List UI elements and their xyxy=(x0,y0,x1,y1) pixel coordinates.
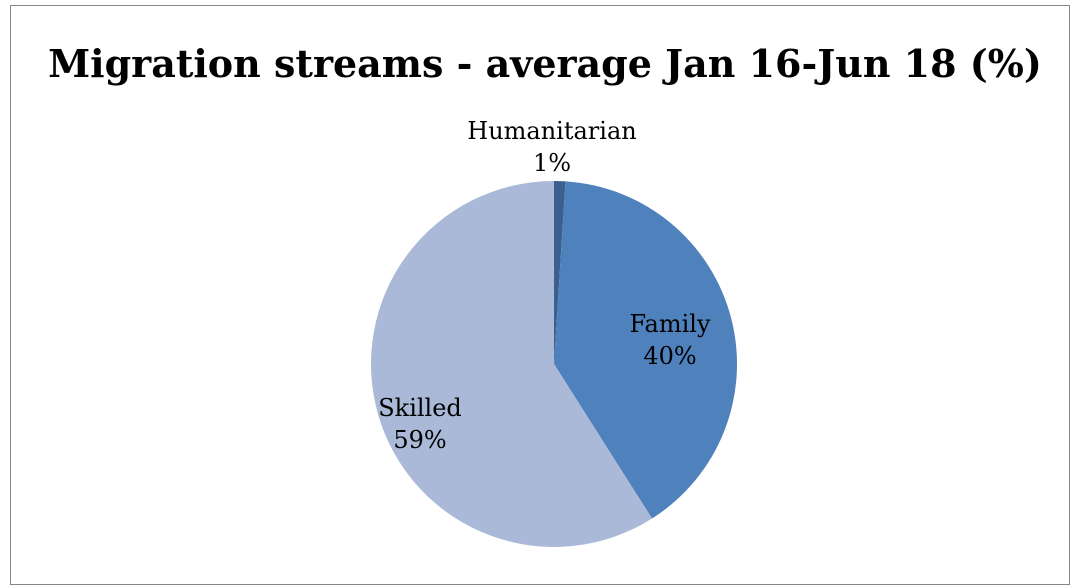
slice-label-skilled: Skilled xyxy=(378,394,462,422)
chart-title: Migration streams - average Jan 16-Jun 1… xyxy=(48,41,1042,86)
slice-percent-skilled: 59% xyxy=(393,426,446,454)
pie-slice-humanitarian xyxy=(554,181,566,364)
slice-percent-family: 40% xyxy=(643,342,696,370)
slice-label-family: Family xyxy=(630,310,711,338)
pie-chart: Humanitarian 1% Family 40% Skilled 59% xyxy=(371,117,737,547)
slice-label-humanitarian: Humanitarian xyxy=(467,117,636,145)
slice-percent-humanitarian: 1% xyxy=(533,149,571,177)
pie-slice-skilled xyxy=(371,181,653,547)
pie-slice-family xyxy=(554,181,737,519)
